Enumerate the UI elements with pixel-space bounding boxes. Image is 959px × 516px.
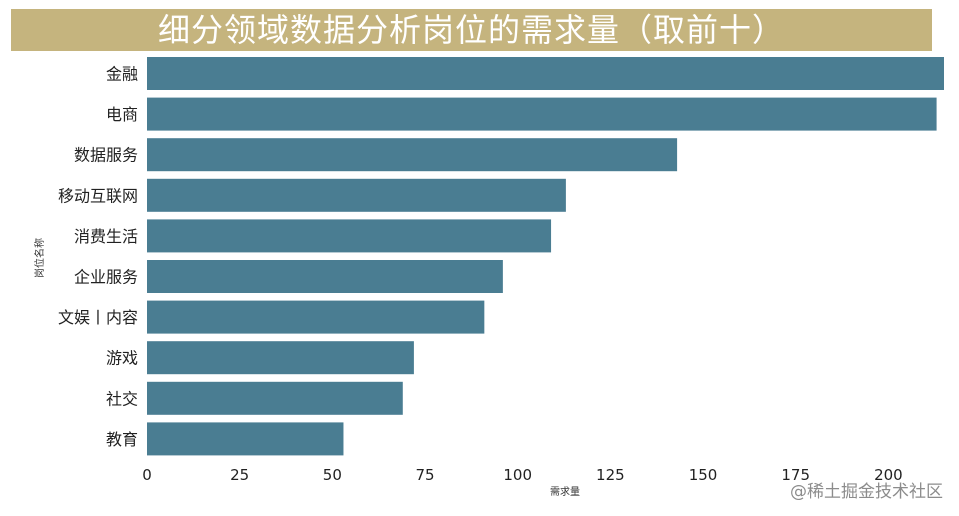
x-tick-labels-group: 0 25 50 75 100 125 150 175 200	[142, 466, 902, 484]
y-axis-label: 岗位名称	[33, 238, 46, 278]
category-label-0: 金融	[106, 65, 138, 84]
category-label-5: 企业服务	[74, 268, 138, 287]
category-label-9: 教育	[106, 430, 138, 449]
x-tick-label-1: 25	[230, 466, 249, 484]
chart-title: 细分领域数据分析岗位的需求量（取前十）	[11, 9, 932, 51]
bar-0	[147, 57, 944, 90]
bar-5	[147, 260, 503, 293]
bars-group	[147, 57, 944, 456]
bar-4	[147, 219, 552, 253]
bar-6	[147, 300, 485, 334]
x-tick-label-7: 175	[781, 466, 810, 484]
x-tick-label-5: 125	[596, 466, 625, 484]
watermark: @稀土掘金技术社区	[790, 482, 943, 502]
category-label-8: 社交	[106, 389, 138, 408]
x-axis-label: 需求量	[550, 486, 580, 498]
x-tick-label-2: 50	[323, 466, 342, 484]
category-label-2: 数据服务	[74, 146, 138, 165]
category-label-4: 消费生活	[74, 227, 138, 246]
x-tick-label-6: 150	[689, 466, 718, 484]
bar-2	[147, 138, 678, 172]
category-label-1: 电商	[106, 105, 138, 124]
x-tick-label-0: 0	[142, 466, 152, 484]
category-label-6: 文娱丨内容	[58, 308, 138, 327]
bar-3	[147, 178, 566, 212]
category-label-7: 游戏	[106, 349, 138, 368]
x-tick-label-8: 200	[874, 466, 903, 484]
bar-7	[147, 341, 414, 375]
bar-9	[147, 422, 344, 456]
category-label-3: 移动互联网	[58, 186, 138, 205]
bar-8	[147, 381, 403, 415]
x-tick-label-3: 75	[415, 466, 434, 484]
x-tick-label-4: 100	[503, 466, 532, 484]
bar-1	[147, 97, 937, 131]
